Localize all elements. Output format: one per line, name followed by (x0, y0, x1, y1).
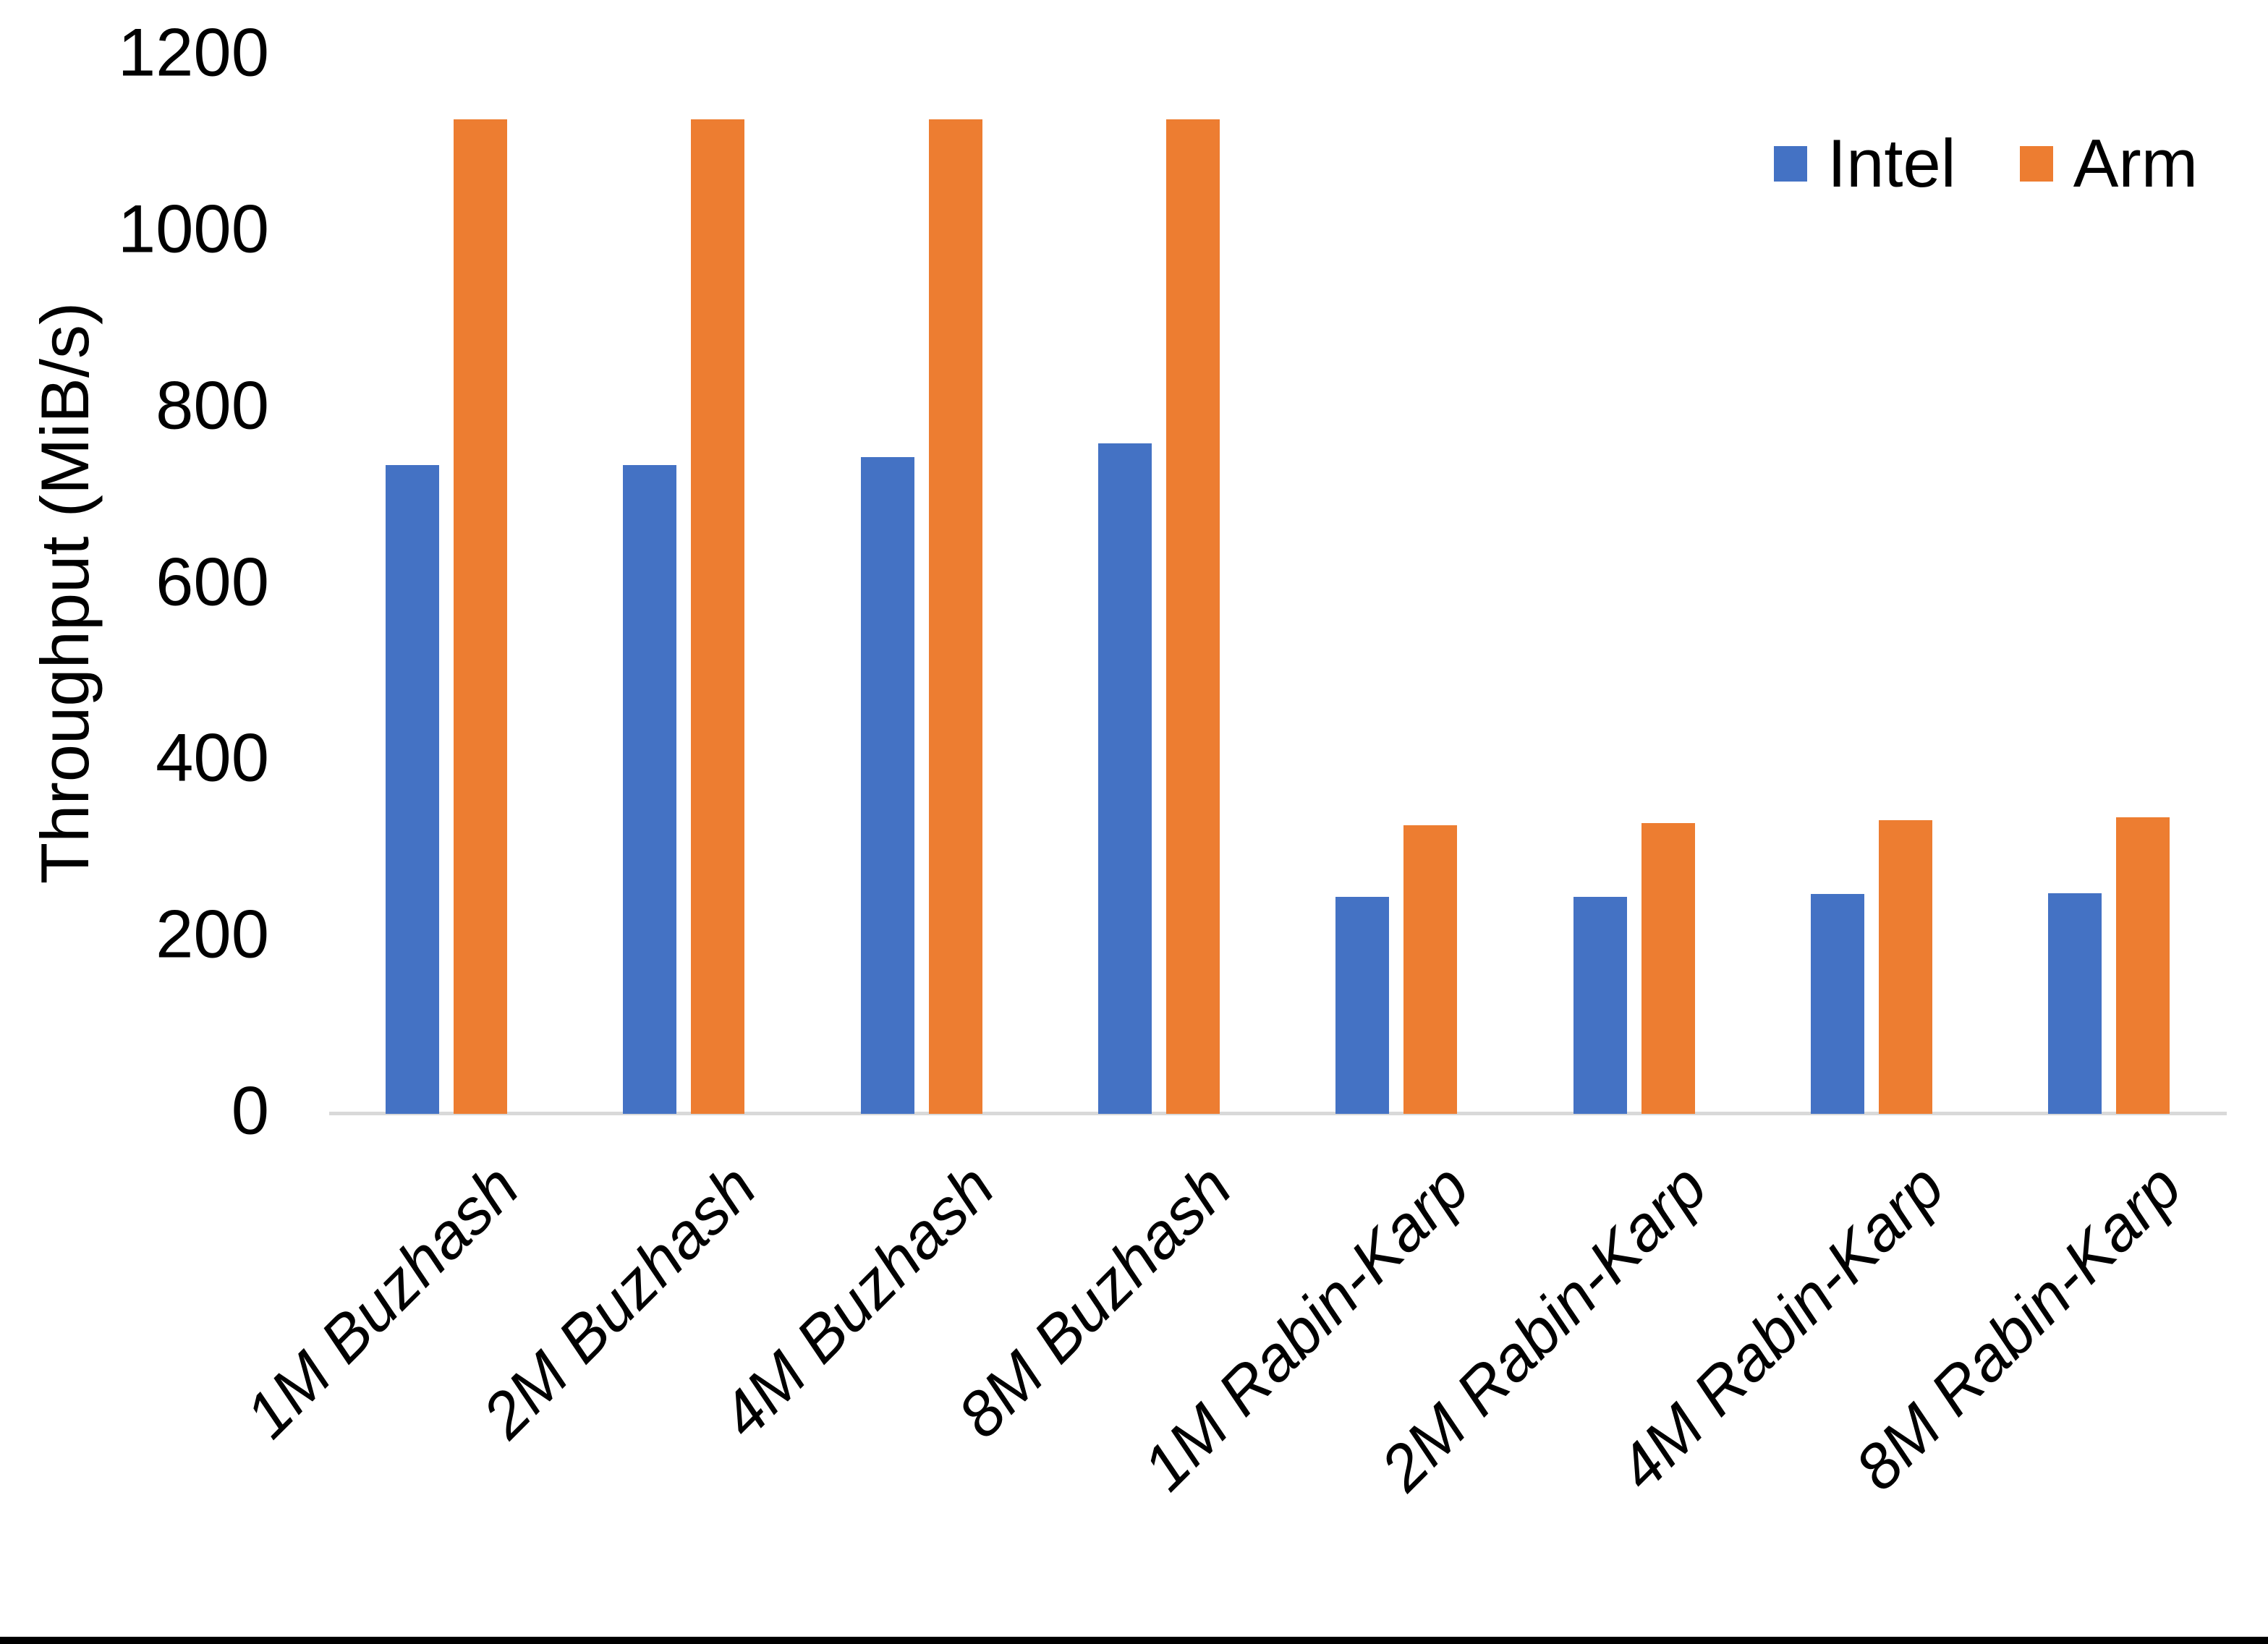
bar-arm-5 (1403, 825, 1458, 1114)
y-tick-label: 0 (231, 1072, 269, 1149)
legend-swatch-intel (1774, 145, 1807, 182)
bottom-border-strip (0, 1637, 2268, 1644)
x-axis-baseline (329, 1112, 2227, 1115)
y-axis-title: Throughput (MiB/s) (27, 302, 103, 885)
legend-swatch-arm (2019, 145, 2053, 182)
bar-intel-5 (1335, 897, 1390, 1114)
bar-intel-8 (2048, 893, 2102, 1114)
legend-label-intel: Intel (1827, 125, 1956, 201)
legend-item-arm: Arm (2019, 124, 2198, 203)
bar-intel-7 (1810, 894, 1864, 1114)
bar-intel-1 (386, 464, 439, 1114)
y-tick-label: 1000 (117, 190, 269, 267)
legend: Intel Arm (1774, 124, 2198, 203)
y-tick-label: 400 (156, 720, 269, 796)
legend-item-intel: Intel (1774, 124, 1956, 203)
y-tick-label: 1200 (117, 14, 269, 90)
bar-intel-6 (1573, 897, 1627, 1114)
y-tick-label: 800 (156, 367, 269, 443)
bar-arm-2 (691, 119, 745, 1114)
bar-arm-8 (2116, 817, 2170, 1114)
bar-intel-2 (623, 464, 677, 1114)
legend-label-arm: Arm (2073, 125, 2198, 201)
y-tick-label: 200 (156, 895, 269, 972)
y-tick-label: 600 (156, 543, 269, 620)
bar-intel-3 (860, 456, 914, 1114)
bar-arm-7 (1878, 820, 1932, 1114)
bar-arm-6 (1641, 822, 1695, 1114)
bar-arm-4 (1165, 119, 1220, 1114)
bar-arm-3 (928, 119, 982, 1114)
bar-arm-1 (454, 119, 507, 1114)
bar-intel-4 (1097, 443, 1152, 1114)
